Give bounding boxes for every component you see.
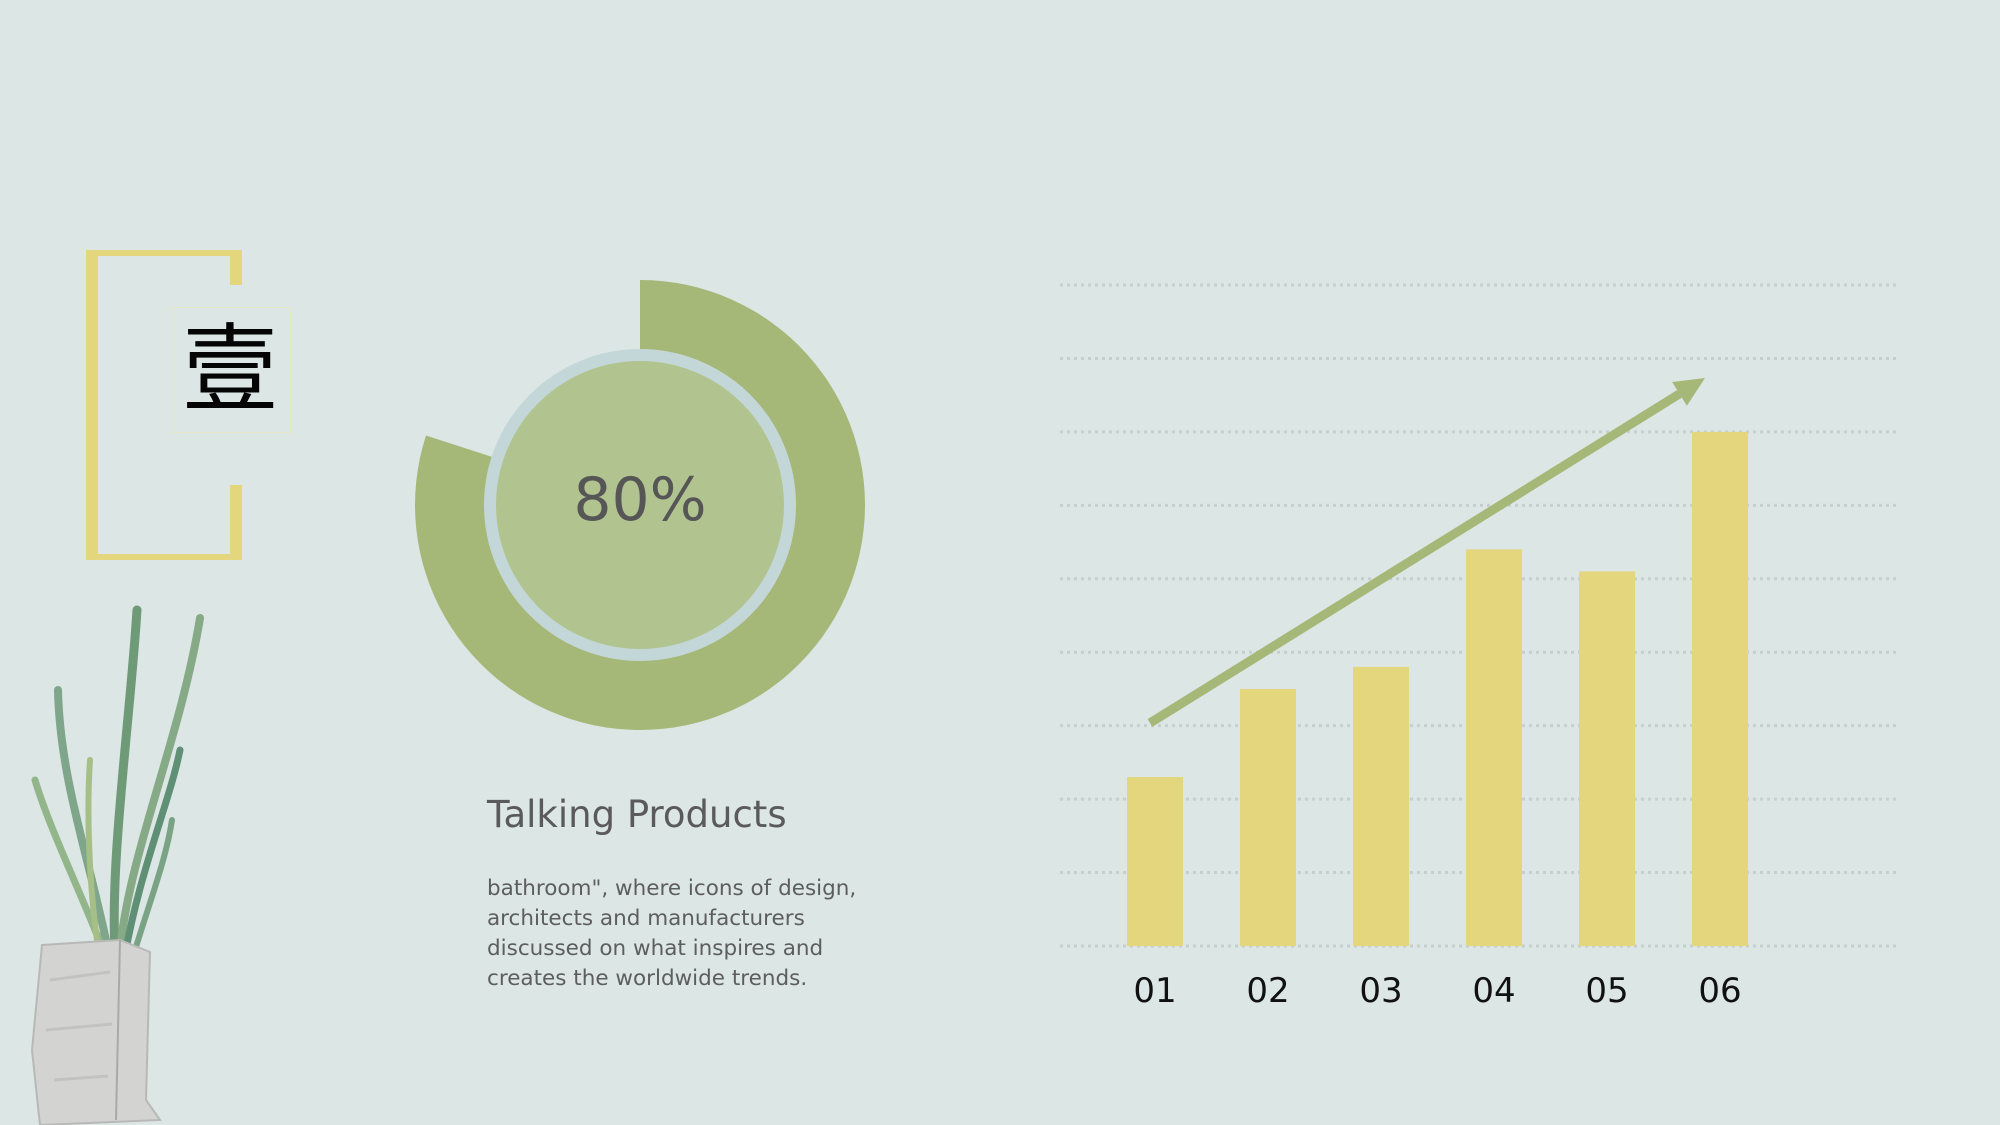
section-number-badge: 壹 (169, 307, 291, 433)
bar-06 (1692, 431, 1748, 946)
x-tick-label: 06 (1698, 971, 1741, 1011)
section-body-text: bathroom", where icons of design, archit… (487, 876, 857, 991)
bar-05 (1579, 571, 1635, 946)
plant-illustration (30, 605, 204, 1125)
bar-01 (1127, 777, 1183, 946)
donut-inner-disc (494, 359, 786, 651)
bar-04 (1466, 549, 1522, 946)
section-bracket (86, 250, 242, 560)
donut-chart (415, 280, 865, 730)
x-tick-label: 03 (1359, 971, 1402, 1011)
x-tick-label: 01 (1133, 971, 1176, 1011)
bar-02 (1240, 688, 1296, 946)
x-tick-label: 05 (1585, 971, 1628, 1011)
donut-percent-label: 80% (573, 465, 707, 535)
bar-chart: 01 02 03 04 05 06 (1060, 283, 1900, 1011)
trend-arrow-icon (1147, 378, 1705, 727)
section-title: Talking Products (487, 793, 787, 836)
x-tick-label: 02 (1246, 971, 1289, 1011)
x-tick-label: 04 (1472, 971, 1515, 1011)
donut-ring (484, 349, 796, 661)
bar-03 (1353, 666, 1409, 946)
donut-value-arc (415, 280, 865, 730)
